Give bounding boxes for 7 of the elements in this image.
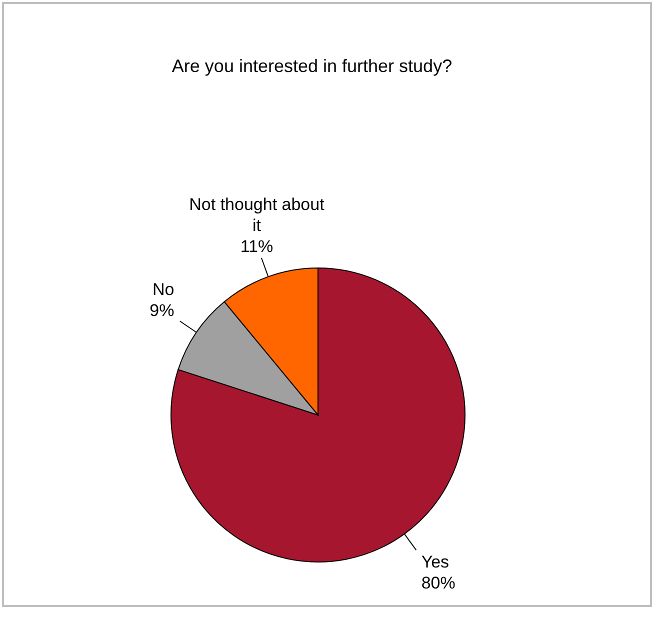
chart-title: Are you interested in further study?	[170, 56, 454, 77]
slice-label: Yes	[421, 552, 450, 572]
data-label: 11%	[240, 236, 274, 256]
slice-label: No	[152, 280, 174, 300]
slice-label: Not thought about it	[189, 194, 325, 235]
data-label: 9%	[150, 301, 174, 320]
data-label: 80%	[421, 574, 456, 593]
